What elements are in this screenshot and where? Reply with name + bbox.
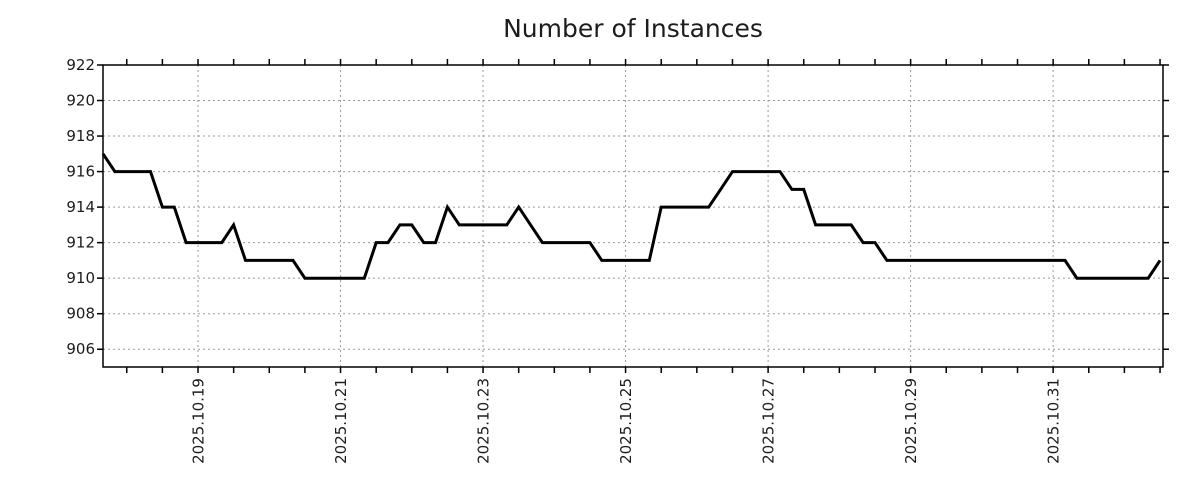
x-tick-label: 2025.10.23 — [475, 378, 493, 464]
x-tick-labels: 2025.10.19 2025.10.21 2025.10.23 2025.10.25… — [190, 378, 1063, 464]
y-tick-label: 912 — [66, 234, 95, 252]
tick-layer — [97, 59, 1169, 373]
x-tick-label: 2025.10.21 — [332, 378, 350, 464]
plot-border — [102, 64, 1164, 368]
x-tick-label: 2025.10.19 — [190, 378, 208, 464]
y-tick-label: 908 — [66, 305, 95, 323]
x-tick-label: 2025.10.29 — [902, 378, 920, 464]
y-tick-labels: 906 908 910 912 914 916 918 920 922 — [66, 56, 95, 358]
y-tick-label: 916 — [66, 163, 95, 181]
y-tick-label: 918 — [66, 127, 95, 145]
y-tick-label: 906 — [66, 340, 95, 358]
chart-title: Number of Instances — [503, 14, 763, 43]
series-line — [101, 152, 1162, 280]
y-tick-label: 920 — [66, 92, 95, 110]
x-tick-label: 2025.10.25 — [617, 378, 635, 464]
y-tick-label: 922 — [66, 56, 95, 74]
y-tick-label: 914 — [66, 198, 95, 216]
grid-layer — [103, 65, 1163, 367]
x-tick-label: 2025.10.27 — [760, 378, 778, 464]
y-tick-label: 910 — [66, 269, 95, 287]
x-tick-label: 2025.10.31 — [1045, 378, 1063, 464]
